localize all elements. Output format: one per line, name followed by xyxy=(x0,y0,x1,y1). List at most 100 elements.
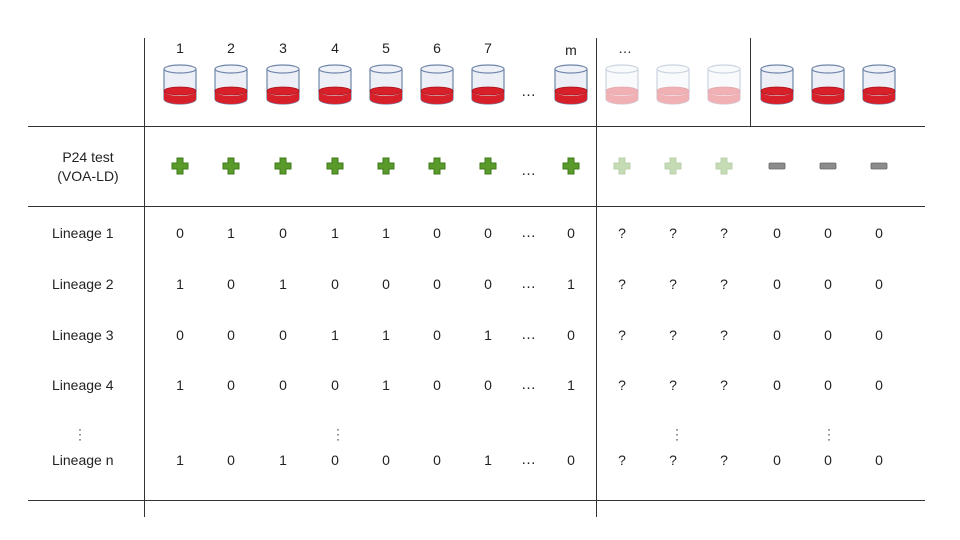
minus-icon xyxy=(767,156,787,176)
sample-tube xyxy=(706,63,742,109)
lineage-cell: 0 xyxy=(824,276,832,292)
test-row-label: P24 test (VOA-LD) xyxy=(52,148,124,186)
lineage-cell: 0 xyxy=(875,377,883,393)
sample-tube xyxy=(759,63,795,109)
row-ellipsis: · · · xyxy=(78,422,82,446)
column-header: 4 xyxy=(331,40,339,56)
plus-icon xyxy=(478,156,498,176)
lineage-cell: 0 xyxy=(433,327,441,343)
minus-icon xyxy=(869,156,889,176)
lineage-cell: 0 xyxy=(227,452,235,468)
lineage-cell: ? xyxy=(618,327,626,343)
sample-tube xyxy=(368,63,404,109)
lineage-label: Lineage n xyxy=(52,452,114,468)
lineage-cell: 0 xyxy=(433,452,441,468)
column-header: 3 xyxy=(279,40,287,56)
lineage-cell: 0 xyxy=(773,452,781,468)
lineage-cell: 0 xyxy=(875,225,883,241)
sample-tube xyxy=(419,63,455,109)
lineage-label: Lineage 1 xyxy=(52,225,114,241)
sample-tube xyxy=(553,63,589,109)
lineage-cell: 1 xyxy=(484,327,492,343)
lineage-cell: 1 xyxy=(331,327,339,343)
lineage-label: Lineage 4 xyxy=(52,377,114,393)
row-ellipsis: · · · xyxy=(336,422,340,446)
sample-tube xyxy=(810,63,846,109)
lineage-cell: ? xyxy=(720,377,728,393)
tube-ellipsis: … xyxy=(521,83,537,100)
lineage-cell: ? xyxy=(618,452,626,468)
lineage-cell: 0 xyxy=(433,276,441,292)
lineage-cell: 0 xyxy=(227,276,235,292)
lineage-cell: 0 xyxy=(433,377,441,393)
lineage-cell: ? xyxy=(618,377,626,393)
row-ellipsis: · · · xyxy=(675,422,679,446)
lineage-cell: 0 xyxy=(824,225,832,241)
plus-icon xyxy=(427,156,447,176)
lineage-cell: 0 xyxy=(875,327,883,343)
sample-tube xyxy=(655,63,691,109)
sample-tube xyxy=(317,63,353,109)
lineage-ellipsis: … xyxy=(521,451,537,468)
plus-icon xyxy=(221,156,241,176)
lineage-cell: 0 xyxy=(433,225,441,241)
lineage-cell: 0 xyxy=(227,377,235,393)
lineage-cell: 0 xyxy=(279,327,287,343)
lineage-cell: 0 xyxy=(331,452,339,468)
sample-tube xyxy=(162,63,198,109)
lineage-cell: ? xyxy=(618,276,626,292)
lineage-cell: ? xyxy=(720,276,728,292)
lineage-cell: ? xyxy=(720,225,728,241)
minus-icon xyxy=(818,156,838,176)
lineage-cell: 1 xyxy=(176,452,184,468)
lineage-cell: 1 xyxy=(567,276,575,292)
sample-tube xyxy=(604,63,640,109)
lineage-label: Lineage 2 xyxy=(52,276,114,292)
lineage-cell: 0 xyxy=(382,276,390,292)
lineage-cell: 1 xyxy=(484,452,492,468)
test-row-divider xyxy=(28,206,925,207)
lineage-ellipsis: … xyxy=(521,376,537,393)
lineage-cell: 0 xyxy=(331,377,339,393)
lineage-cell: ? xyxy=(720,327,728,343)
plus-icon xyxy=(325,156,345,176)
lineage-cell: 0 xyxy=(824,377,832,393)
lineage-cell: 0 xyxy=(484,225,492,241)
lineage-cell: ? xyxy=(669,327,677,343)
lineage-cell: 0 xyxy=(279,377,287,393)
lineage-cell: 0 xyxy=(875,452,883,468)
test-row-label-line2: (VOA-LD) xyxy=(57,168,119,184)
test-row-label-line1: P24 test xyxy=(62,149,114,165)
lineage-cell: 1 xyxy=(382,377,390,393)
lineage-cell: 0 xyxy=(773,377,781,393)
lineage-cell: ? xyxy=(669,225,677,241)
lineage-cell: 1 xyxy=(176,276,184,292)
lineage-cell: 1 xyxy=(227,225,235,241)
column-header: 1 xyxy=(176,40,184,56)
lineage-label: Lineage 3 xyxy=(52,327,114,343)
lineage-cell: 0 xyxy=(176,327,184,343)
plus-icon xyxy=(612,156,632,176)
lineage-cell: 0 xyxy=(176,225,184,241)
lineage-cell: 0 xyxy=(773,276,781,292)
plus-icon xyxy=(376,156,396,176)
sample-tube xyxy=(861,63,897,109)
lineage-cell: 1 xyxy=(279,452,287,468)
lineage-cell: 0 xyxy=(227,327,235,343)
sample-tube xyxy=(265,63,301,109)
lineage-cell: ? xyxy=(669,377,677,393)
table-bottom-line xyxy=(28,500,925,501)
lineage-ellipsis: … xyxy=(521,224,537,241)
column-header: m xyxy=(565,42,577,58)
plus-icon xyxy=(714,156,734,176)
plus-icon xyxy=(561,156,581,176)
lineage-cell: 0 xyxy=(875,276,883,292)
plus-icon xyxy=(663,156,683,176)
plus-icon xyxy=(273,156,293,176)
lineage-cell: 0 xyxy=(567,452,575,468)
column-header: 5 xyxy=(382,40,390,56)
column-header: 2 xyxy=(227,40,235,56)
lineage-cell: 0 xyxy=(331,276,339,292)
lineage-cell: 0 xyxy=(567,327,575,343)
column-header: 6 xyxy=(433,40,441,56)
